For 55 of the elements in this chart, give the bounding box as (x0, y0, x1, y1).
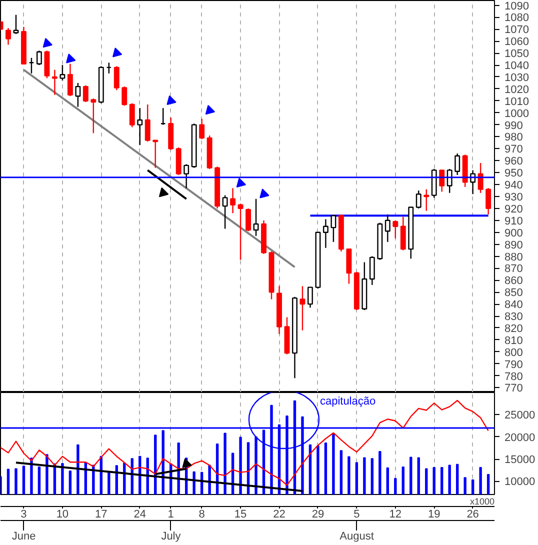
y-tick-label: 970 (504, 144, 523, 156)
y-tick-label: 980 (504, 132, 523, 144)
y-tick-label: 900 (504, 227, 523, 240)
y-tick-label: 920 (504, 203, 523, 216)
y-tick-label: 1080 (504, 12, 529, 24)
y-tick-label: 1090 (504, 0, 529, 12)
y-tick-label: 840 (504, 299, 523, 312)
y-tick-label: 940 (504, 180, 523, 192)
y-tick-label: 1030 (504, 72, 529, 84)
y-tick-label: 1060 (504, 36, 529, 48)
x-tick-label: 1 (168, 508, 174, 520)
y-tick-label: 25000 (504, 410, 536, 422)
x-tick-label: 5 (354, 508, 360, 520)
text: July (161, 530, 182, 542)
y-tick-label: 780 (504, 370, 523, 383)
y-tick-label: 790 (504, 358, 523, 371)
y-tick-label: 890 (504, 239, 523, 252)
y-tick-label: 820 (504, 322, 523, 335)
x-tick-label: 15 (234, 508, 247, 520)
x-tick-label: 24 (134, 508, 146, 520)
y-tick-label: 1050 (504, 48, 529, 60)
x-tick-label: 12 (389, 508, 402, 520)
x-tick-label: 26 (466, 508, 479, 520)
y-tick-label: 800 (504, 346, 523, 359)
y-tick-label: 870 (504, 263, 523, 276)
y-tick-label: 15000 (504, 454, 536, 466)
text: x1000 (470, 496, 495, 506)
y-tick-label: 1070 (504, 24, 529, 36)
y-tick-label: 910 (504, 215, 523, 228)
x-tick-label: 29 (312, 508, 324, 520)
text: August (340, 530, 374, 542)
y-tick-label: 770 (504, 382, 523, 395)
y-tick-label: 20000 (504, 432, 536, 444)
y-tick-label: 1040 (504, 60, 529, 72)
y-tick-label: 950 (504, 168, 523, 180)
x-tick-label: 3 (20, 508, 27, 520)
x-tick-label: 10 (56, 508, 69, 520)
y-tick-label: 990 (504, 120, 523, 132)
y-tick-label: 810 (504, 334, 523, 347)
y-tick-label: 1010 (504, 96, 529, 108)
x-tick-label: 19 (428, 508, 440, 520)
y-tick-label: 850 (504, 287, 523, 300)
y-tick-label: 1020 (504, 84, 529, 96)
y-tick-label: 880 (504, 251, 523, 264)
y-tick-label: 830 (504, 311, 523, 324)
annotation: capitulação (320, 396, 376, 408)
y-tick-label: 960 (504, 156, 523, 168)
y-tick-label: 10000 (504, 476, 536, 488)
y-tick-label: 860 (504, 275, 523, 288)
x-tick-label: 17 (95, 508, 108, 520)
x-tick-label: 8 (198, 508, 205, 520)
y-tick-label: 930 (504, 192, 523, 204)
y-tick-label: 1000 (504, 108, 529, 120)
x-tick-label: 22 (273, 508, 286, 520)
text: June (12, 530, 36, 542)
